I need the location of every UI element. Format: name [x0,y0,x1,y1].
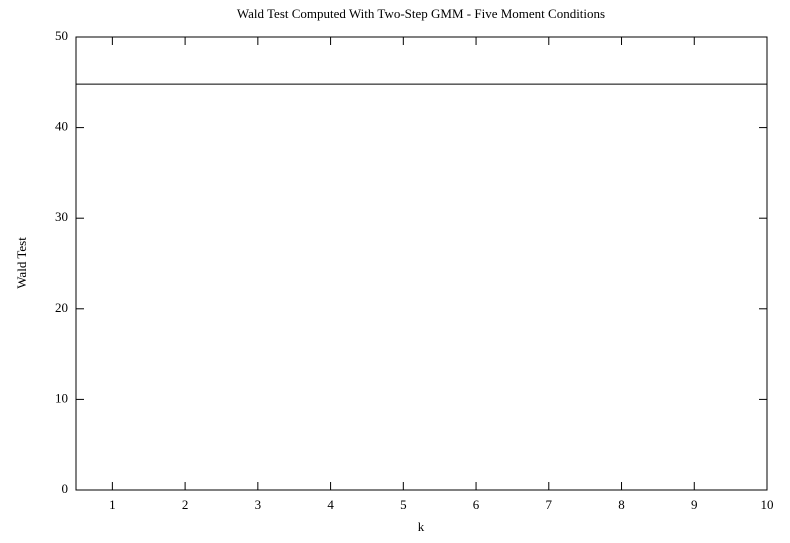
y-tick-label: 20 [55,300,68,315]
x-tick-label: 2 [182,497,189,512]
x-tick-label: 3 [255,497,262,512]
plot-frame [75,36,768,491]
x-tick-label: 5 [400,497,407,512]
x-tick-label: 7 [546,497,553,512]
y-tick-label: 10 [55,390,68,405]
x-tick-label: 8 [618,497,625,512]
x-tick-label: 10 [761,497,774,512]
x-tick-label: 9 [691,497,698,512]
y-axis-label: Wald Test [14,237,29,289]
y-tick-label: 30 [55,209,68,224]
x-tick-label: 4 [327,497,334,512]
y-tick-label: 50 [55,28,68,43]
y-tick-label: 0 [62,481,69,496]
x-axis-label: k [418,519,425,534]
x-tick-label: 6 [473,497,480,512]
x-tick-label: 1 [109,497,116,512]
y-tick-label: 40 [55,119,68,134]
chart-title: Wald Test Computed With Two-Step GMM - F… [237,6,605,21]
